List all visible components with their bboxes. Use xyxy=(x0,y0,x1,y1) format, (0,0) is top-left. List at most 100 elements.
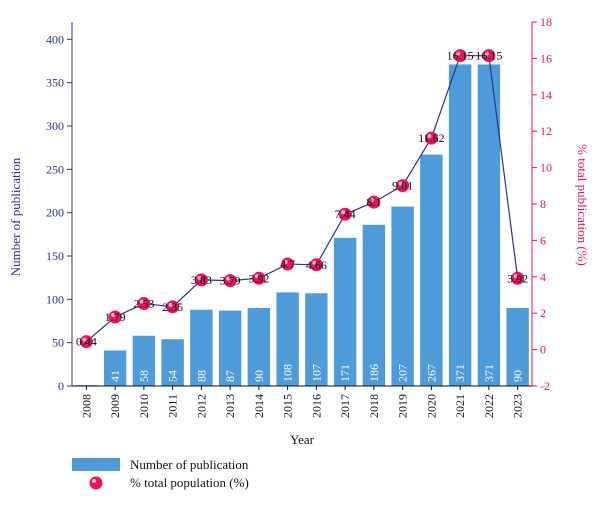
bar xyxy=(190,309,213,386)
x-tick-label: 2019 xyxy=(396,394,410,418)
bar xyxy=(506,308,529,386)
percentage-value-label: 3.92 xyxy=(248,271,269,285)
percentage-value-label: 4.66 xyxy=(306,258,327,272)
bar-value-label: 186 xyxy=(367,364,381,382)
bar-value-label: 267 xyxy=(424,364,438,382)
percentage-value-label: 3.92 xyxy=(507,271,528,285)
legend: Number of publication % total population… xyxy=(72,457,249,490)
x-tick-label: 2014 xyxy=(252,394,266,418)
x-tick-label: 2010 xyxy=(137,394,151,418)
percentage-point xyxy=(309,258,323,272)
percentage-point xyxy=(166,300,180,314)
x-tick-label: 2016 xyxy=(309,394,323,418)
percentage-point xyxy=(367,195,381,209)
x-axis-title: Year xyxy=(290,432,315,447)
x-tick-label: 2008 xyxy=(79,394,93,418)
bar xyxy=(161,339,184,386)
y-axis-left-title: Number of publication xyxy=(8,157,23,276)
bar-value-label: 107 xyxy=(309,364,323,382)
y-right-tick-label: 16 xyxy=(540,51,552,65)
percentage-point xyxy=(338,207,352,221)
bar xyxy=(362,224,386,386)
bar xyxy=(247,308,271,386)
bar xyxy=(391,206,414,386)
y-right-tick-label: 18 xyxy=(540,15,552,29)
percentage-value-label: 11.62 xyxy=(418,131,445,145)
y-right-tick-label: 8 xyxy=(540,197,546,211)
percentage-point xyxy=(79,335,93,349)
y-right-tick-label: 4 xyxy=(540,270,546,284)
x-tick-label: 2012 xyxy=(194,394,208,418)
y-right-tick-label: 14 xyxy=(540,88,552,102)
legend-point-marker xyxy=(89,476,103,490)
x-tick-label: 2009 xyxy=(108,394,122,418)
percentage-point xyxy=(194,273,208,287)
legend-point-label: % total population (%) xyxy=(130,475,249,490)
percentage-line xyxy=(85,55,519,343)
bar-value-label: 171 xyxy=(338,364,352,382)
bar-value-label: 54 xyxy=(166,370,180,382)
percentage-point xyxy=(223,274,237,288)
bar xyxy=(420,154,443,386)
bar-value-label: 90 xyxy=(252,370,266,382)
bar xyxy=(448,64,472,386)
bar xyxy=(305,293,328,386)
x-tick-label: 2017 xyxy=(338,394,352,418)
percentage-point xyxy=(424,131,438,145)
percentage-value-label: 2.53 xyxy=(133,297,154,311)
bar xyxy=(218,310,242,386)
bar xyxy=(132,335,156,386)
x-tick-label: 2018 xyxy=(367,394,381,418)
percentage-point xyxy=(396,179,410,193)
percentage-value-label: 9.01 xyxy=(392,179,413,193)
percentage-point xyxy=(108,310,122,324)
x-tick-label: 2022 xyxy=(482,394,496,418)
percentage-point xyxy=(511,271,525,285)
y-right-tick-label: 0 xyxy=(540,343,546,357)
percentage-point xyxy=(252,271,266,285)
x-tick-label: 2021 xyxy=(453,394,467,418)
y-left-tick-label: 0 xyxy=(58,379,64,393)
bar-value-label: 371 xyxy=(453,364,467,382)
percentage-point xyxy=(137,297,151,311)
y-axis-right-title: % total publication (%) xyxy=(575,144,590,266)
bar-value-label: 41 xyxy=(108,370,122,382)
x-tick-label: 2011 xyxy=(166,394,180,418)
percentage-point xyxy=(482,49,496,63)
percentage-point xyxy=(453,49,467,63)
y-right-tick-label: 2 xyxy=(540,306,546,320)
percentage-value-label: 1.79 xyxy=(105,310,126,324)
percentage-value-label: 16.15 xyxy=(475,49,502,63)
percentage-point xyxy=(281,257,295,271)
y-right-tick-label: 12 xyxy=(540,124,552,138)
percentage-value-label: 4.7 xyxy=(280,257,295,271)
bar-value-label: 108 xyxy=(281,364,295,382)
bar xyxy=(276,292,299,386)
percentage-value-label: 0.44 xyxy=(76,335,97,349)
legend-bar-label: Number of publication xyxy=(130,457,249,472)
bar-value-label: 88 xyxy=(194,370,208,382)
percentage-value-label: 7.44 xyxy=(335,207,356,221)
y-right-tick-label: 10 xyxy=(540,161,552,175)
y-right-tick-label: 6 xyxy=(540,233,546,247)
percentage-value-label: 16.15 xyxy=(447,49,474,63)
bar xyxy=(103,350,127,386)
x-tick-label: 2013 xyxy=(223,394,237,418)
percentage-value-label: 3.83 xyxy=(191,273,212,287)
x-tick-label: 2015 xyxy=(281,394,295,418)
percentage-value-label: 3.79 xyxy=(220,274,241,288)
legend-bar-swatch xyxy=(72,458,120,471)
bar-value-label: 58 xyxy=(137,370,151,382)
bar-value-label: 90 xyxy=(511,370,525,382)
y-left-tick-label: 150 xyxy=(46,249,64,263)
x-tick-label: 2020 xyxy=(424,394,438,418)
x-tick-label: 2023 xyxy=(511,394,525,418)
y-left-tick-label: 350 xyxy=(46,76,64,90)
y-left-tick-label: 250 xyxy=(46,162,64,176)
y-right-tick-label: -2 xyxy=(540,379,550,393)
y-left-tick-label: 200 xyxy=(46,206,64,220)
percentage-value-label: 2.35 xyxy=(162,300,183,314)
bar-value-label: 1 xyxy=(79,376,93,382)
